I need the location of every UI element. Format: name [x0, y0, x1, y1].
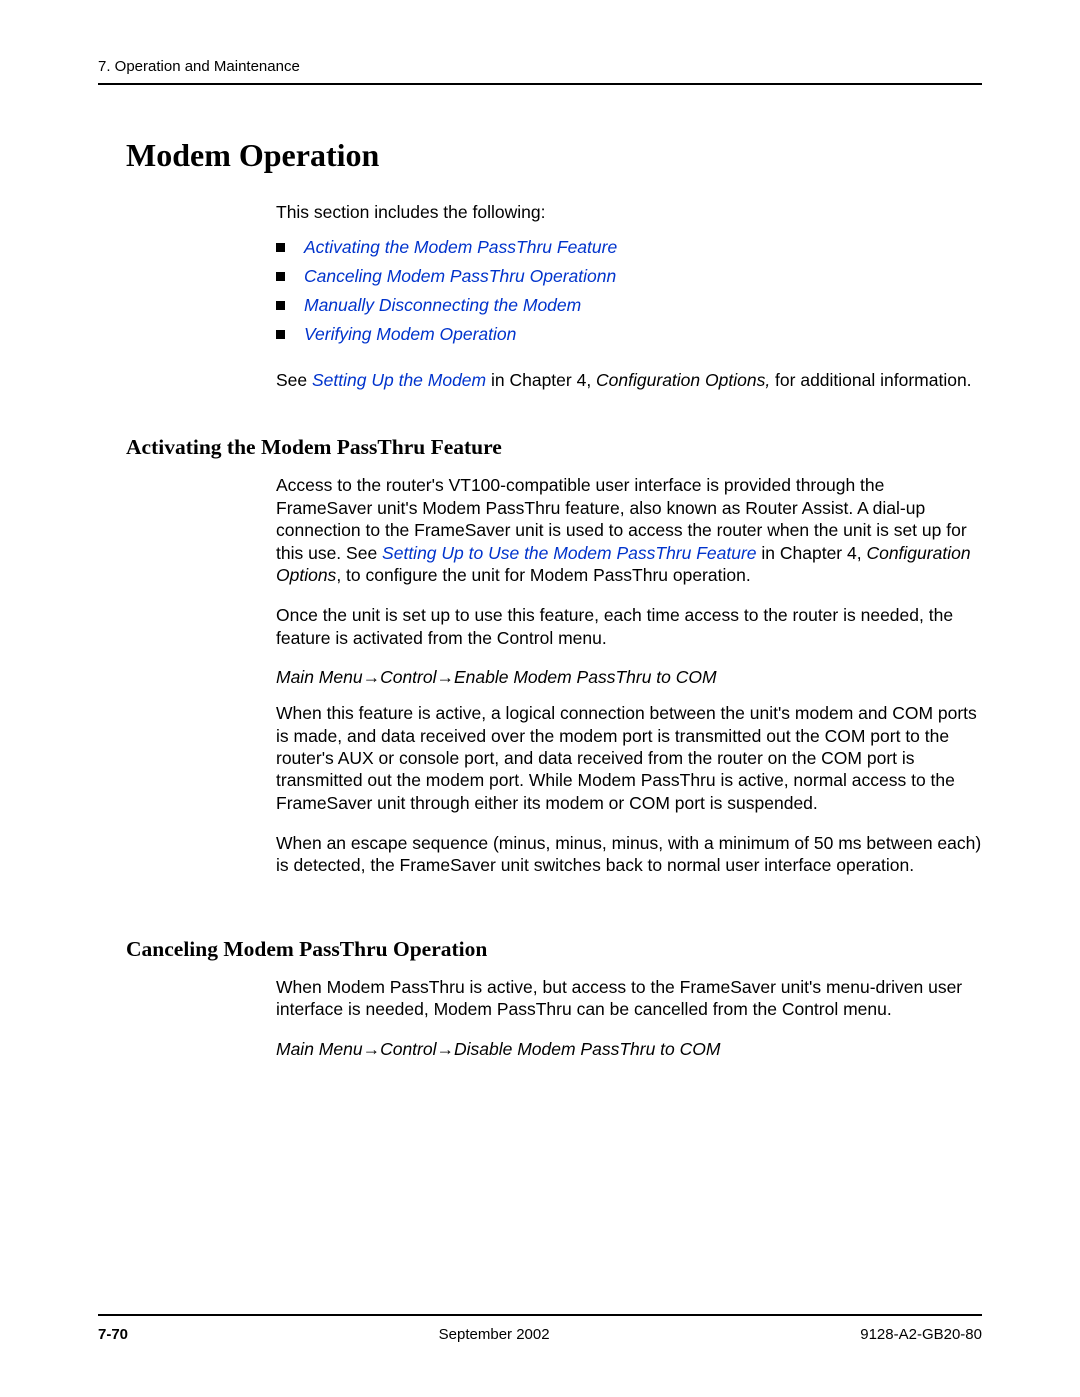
subsection-activating-body: Access to the router's VT100-compatible … — [276, 474, 982, 876]
see-paragraph: See Setting Up the Modem in Chapter 4, C… — [276, 369, 982, 391]
bullet-link-disconnecting[interactable]: Manually Disconnecting the Modem — [276, 295, 982, 316]
page-number: 7-70 — [98, 1326, 128, 1343]
bullet-link-activating[interactable]: Activating the Modem PassThru Feature — [276, 237, 982, 258]
subsection-canceling-body: When Modem PassThru is active, but acces… — [276, 976, 982, 1060]
footer-date: September 2002 — [439, 1326, 550, 1343]
subsection-activating-title: Activating the Modem PassThru Feature — [126, 435, 982, 460]
see-text-mid: in Chapter 4, — [486, 370, 596, 390]
header-rule — [98, 83, 982, 85]
footer-rule — [98, 1314, 982, 1316]
p1-text-c: , to configure the unit for Modem PassTh… — [336, 565, 750, 585]
link-setting-up-passthru[interactable]: Setting Up to Use the Modem PassThru Fea… — [382, 543, 756, 563]
menu-path-enable: Main Menu→Control→Enable Modem PassThru … — [276, 667, 982, 688]
section-body: This section includes the following: Act… — [276, 202, 982, 391]
menu-path-disable: Main Menu→Control→Disable Modem PassThru… — [276, 1039, 982, 1060]
activating-p2: Once the unit is set up to use this feat… — [276, 604, 982, 649]
bullet-link-canceling[interactable]: Canceling Modem PassThru Operationn — [276, 266, 982, 287]
p1-text-b: in Chapter 4, — [757, 543, 867, 563]
bullet-link-verifying[interactable]: Verifying Modem Operation — [276, 324, 982, 345]
activating-p4: When an escape sequence (minus, minus, m… — [276, 832, 982, 877]
activating-p1: Access to the router's VT100-compatible … — [276, 474, 982, 586]
see-text-suffix: for additional information. — [770, 370, 971, 390]
footer-row: 7-70 September 2002 9128-A2-GB20-80 — [98, 1326, 982, 1343]
subsection-canceling-title: Canceling Modem PassThru Operation — [126, 937, 982, 962]
section-title: Modem Operation — [126, 137, 982, 174]
see-text-prefix: See — [276, 370, 312, 390]
intro-text: This section includes the following: — [276, 202, 982, 223]
footer-docnum: 9128-A2-GB20-80 — [860, 1326, 982, 1343]
page-footer: 7-70 September 2002 9128-A2-GB20-80 — [98, 1314, 982, 1343]
activating-p3: When this feature is active, a logical c… — [276, 702, 982, 814]
page-container: 7. Operation and Maintenance Modem Opera… — [0, 0, 1080, 1060]
chapter-header: 7. Operation and Maintenance — [98, 58, 982, 75]
bullet-list: Activating the Modem PassThru Feature Ca… — [276, 237, 982, 345]
link-setting-up-modem[interactable]: Setting Up the Modem — [312, 370, 486, 390]
canceling-p1: When Modem PassThru is active, but acces… — [276, 976, 982, 1021]
config-options-italic: Configuration Options, — [596, 370, 770, 390]
